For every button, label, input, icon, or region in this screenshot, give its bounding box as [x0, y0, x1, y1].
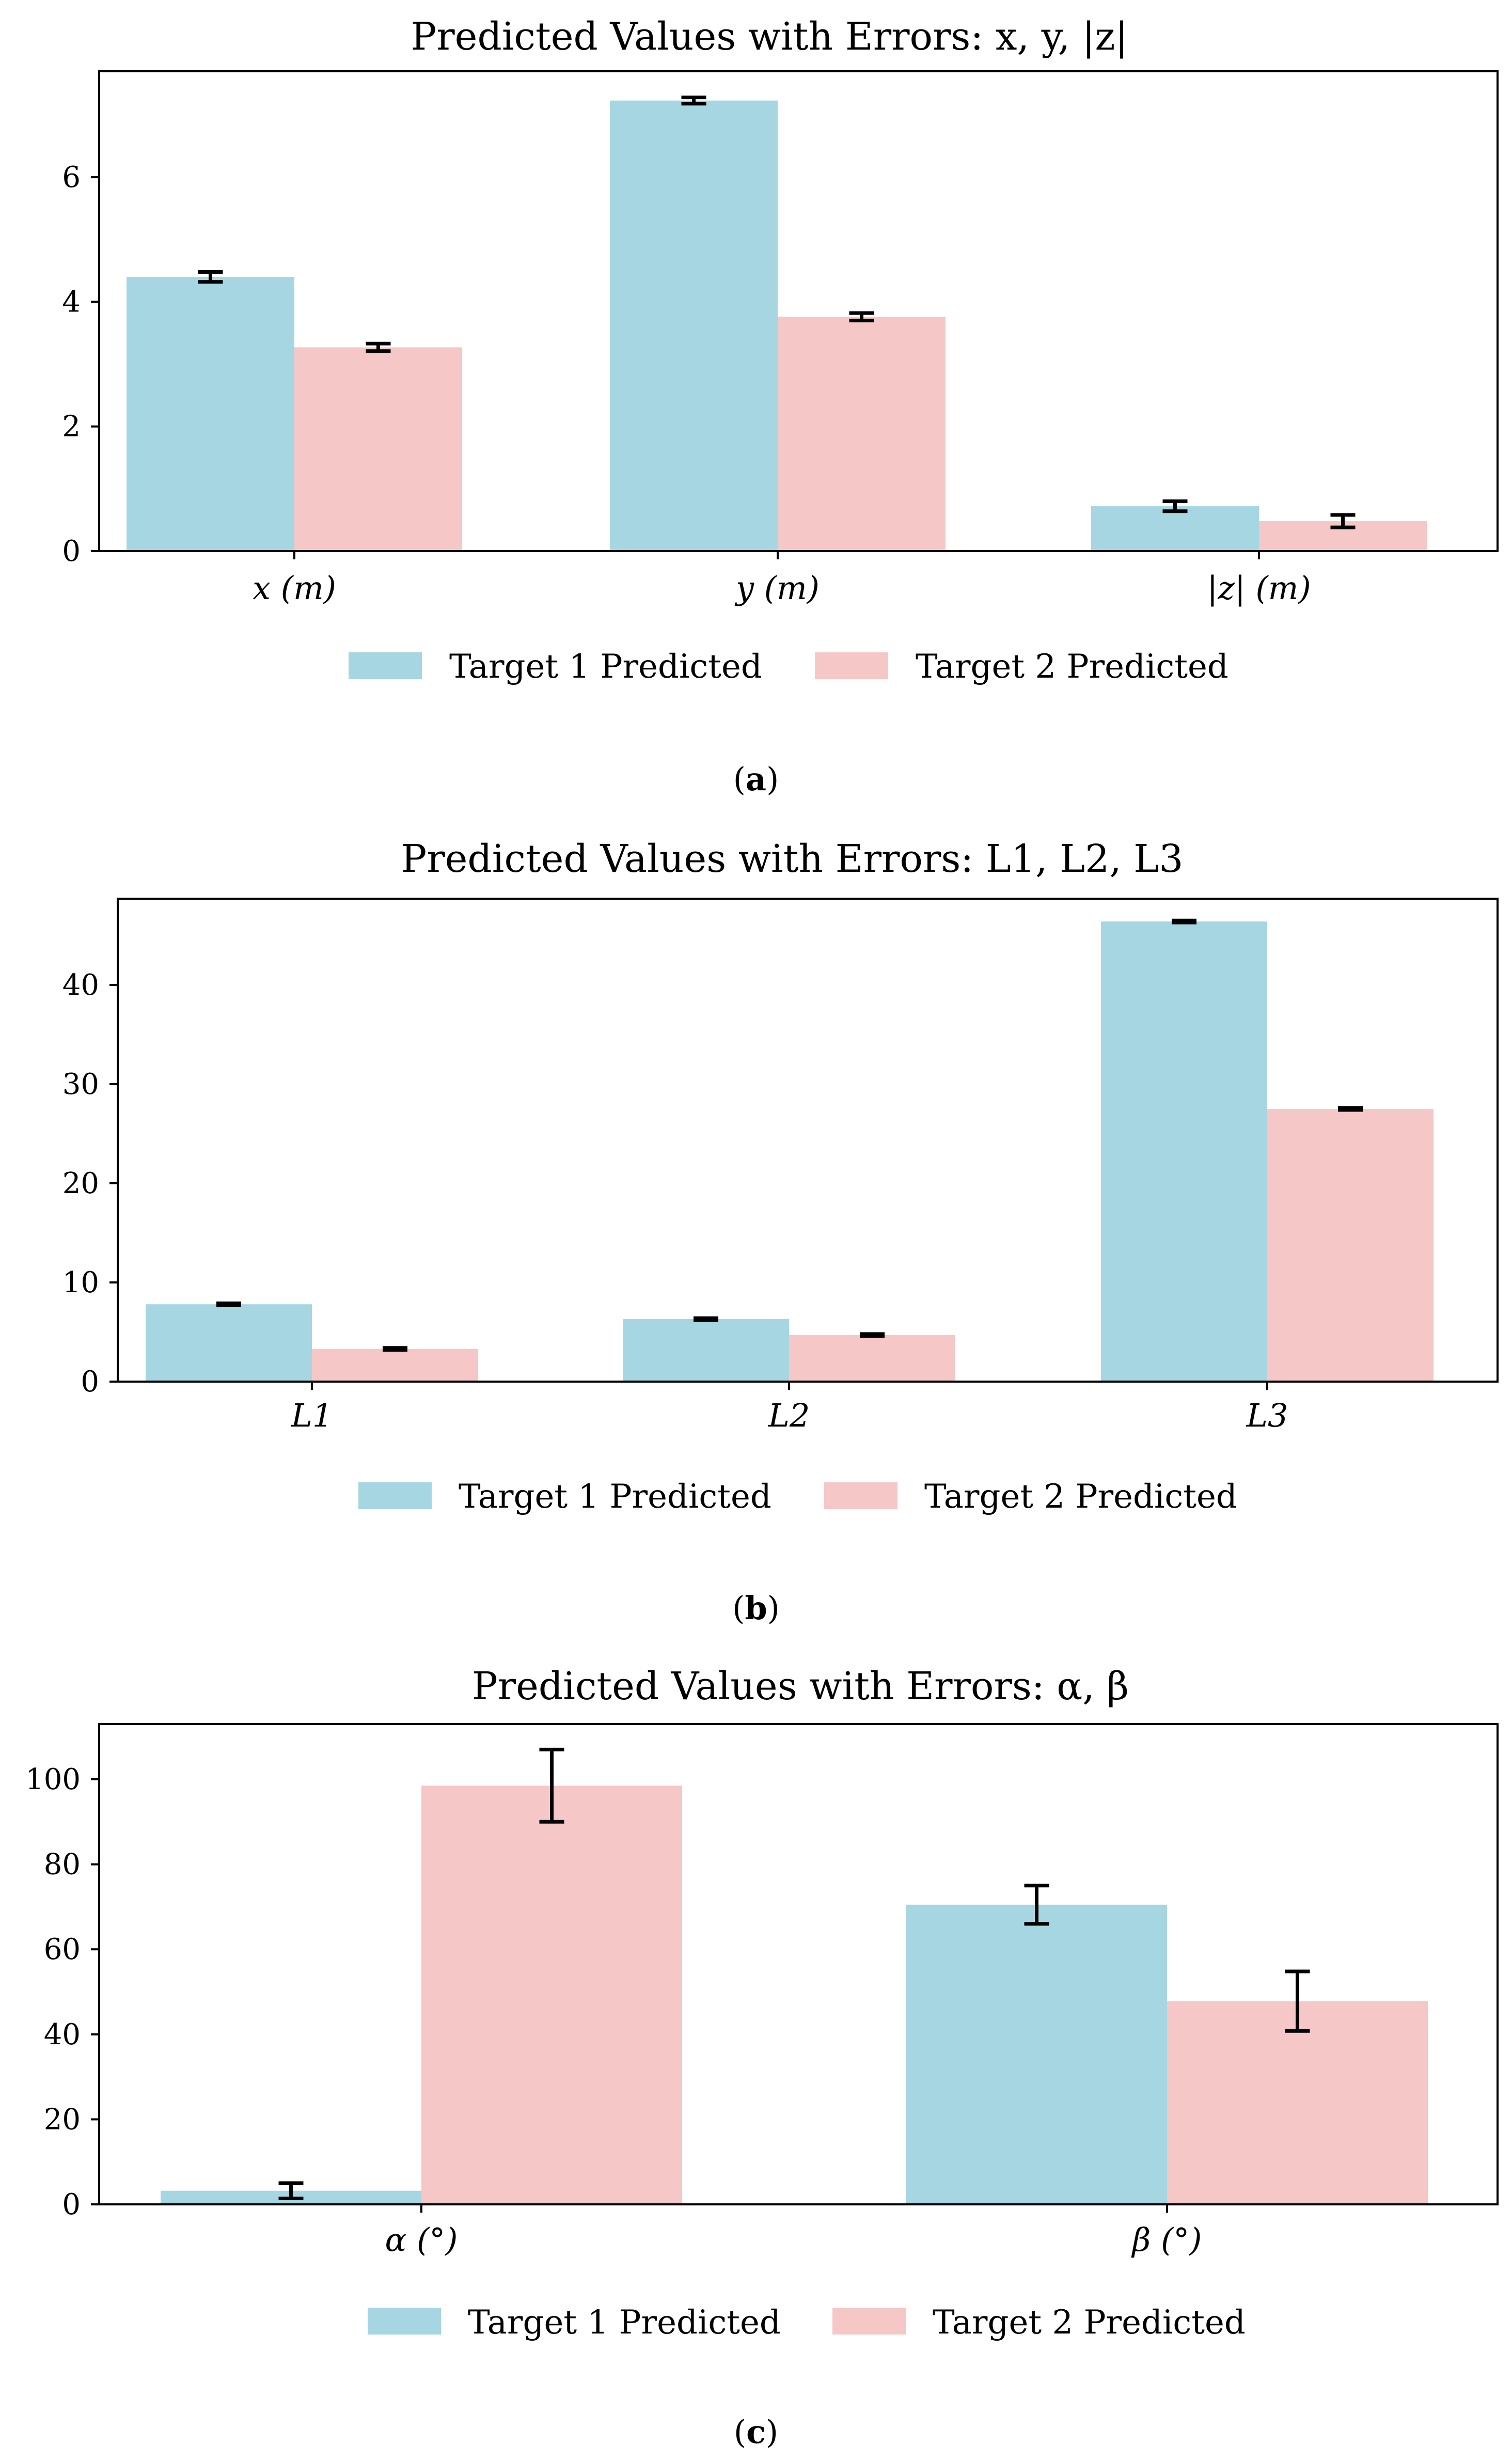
bar-target-2-predicted-y-m: [778, 317, 946, 551]
legend-label-target-1: Target 1 Predicted: [459, 1478, 771, 1516]
y-tick-label: 60: [44, 1933, 81, 1966]
figure-caption-a: (a): [733, 760, 779, 798]
chart-title: Predicted Values with Errors: L1, L2, L3: [401, 837, 1183, 881]
y-tick-label: 40: [44, 2018, 81, 2051]
legend-label-target-1: Target 1 Predicted: [449, 648, 762, 686]
y-tick-label: 40: [62, 968, 99, 1002]
errorbar-target-1-predicted-: [1024, 1884, 1049, 1926]
y-tick-label: 0: [62, 535, 81, 568]
legend: Target 1 Predicted Target 2 Predicted: [368, 2304, 1246, 2342]
chart-title: Predicted Values with Errors: α, β: [472, 1664, 1129, 1709]
y-tick-label: 100: [25, 1763, 81, 1796]
legend-swatch-target-2: [824, 1482, 897, 1509]
bar-target-2-predicted-: [421, 1785, 682, 2204]
errorbar-target-2-predicted-l1: [383, 1346, 407, 1352]
x-tick-label: L2: [768, 1397, 810, 1434]
legend-label-target-2: Target 2 Predicted: [933, 2304, 1246, 2342]
bar-target-1-predicted-x-m: [127, 277, 294, 551]
errorbar-target-1-predicted-l3: [1172, 918, 1196, 925]
chart-panel-c: Predicted Values with Errors: α, β 0 20 40…: [25, 1664, 1499, 2451]
y-tick-label: 2: [62, 410, 81, 444]
bar-target-1-predicted-l3: [1101, 921, 1267, 1382]
errorbar-target-1-predicted-y-m: [681, 96, 706, 106]
errorbar-target-1-predicted-z-m: [1162, 499, 1188, 513]
legend-swatch-target-2: [815, 652, 888, 679]
legend-swatch-target-1: [349, 652, 422, 679]
x-tick-label: x (m): [253, 569, 336, 607]
bars-layer: [127, 100, 1427, 551]
bar-target-2-predicted-: [1167, 2001, 1428, 2204]
errorbar-target-2-predicted-l2: [860, 1332, 885, 1338]
bar-target-2-predicted-l1: [312, 1349, 478, 1382]
bars-layer: [161, 1785, 1428, 2204]
x-tick-label: α (°): [385, 2221, 458, 2259]
y-tick-label: 10: [62, 1266, 99, 1299]
y-tick-label: 20: [44, 2103, 81, 2136]
figure-caption-c: (c): [734, 2413, 778, 2451]
errorbar-target-2-predicted-x-m: [366, 341, 391, 353]
y-ticks-layer: 0 2 4 6: [62, 161, 99, 568]
y-tick-label: 0: [62, 2188, 81, 2221]
y-tick-label: 4: [62, 285, 81, 319]
bar-target-1-predicted-l1: [146, 1304, 312, 1382]
chart-panel-b: Predicted Values with Errors: L1, L2, L3…: [62, 837, 1499, 1627]
chart-title: Predicted Values with Errors: x, y, |z|: [411, 14, 1128, 59]
x-ticks-layer: L1 L2 L3: [291, 1382, 1288, 1434]
bar-target-1-predicted-z-m: [1091, 506, 1259, 551]
errorbar-target-1-predicted-x-m: [198, 270, 223, 284]
errorbars-layer: [216, 918, 1363, 1352]
bar-target-1-predicted-y-m: [610, 100, 778, 551]
x-ticks-layer: x (m) y (m) |z| (m): [253, 551, 1311, 607]
caption-label: b: [745, 1589, 767, 1627]
caption-label: a: [746, 760, 766, 798]
legend-swatch-target-1: [368, 2308, 441, 2335]
bars-layer: [146, 921, 1434, 1382]
x-ticks-layer: α (°) β (°): [385, 2204, 1202, 2259]
x-tick-label: L1: [291, 1397, 333, 1434]
errorbar-target-2-predicted-: [539, 1747, 564, 1824]
plot-frame: [117, 898, 1499, 1383]
legend-label-target-2: Target 2 Predicted: [916, 648, 1228, 686]
y-tick-label: 0: [81, 1365, 99, 1399]
x-tick-label: β (°): [1131, 2221, 1202, 2259]
x-tick-label: y (m): [734, 569, 820, 607]
bar-target-2-predicted-l2: [789, 1335, 955, 1382]
plot-frame: [98, 1723, 1499, 2205]
bar-target-2-predicted-x-m: [294, 347, 462, 551]
errorbar-target-1-predicted-: [278, 2181, 304, 2200]
errorbars-layer: [278, 1747, 1310, 2200]
errorbar-target-2-predicted-y-m: [849, 311, 874, 323]
legend-label-target-1: Target 1 Predicted: [468, 2304, 781, 2342]
errorbar-target-2-predicted-l3: [1338, 1106, 1363, 1112]
figure-caption-b: (b): [732, 1589, 780, 1627]
plot-frame: [98, 70, 1499, 552]
bar-target-1-predicted-l2: [623, 1319, 789, 1382]
y-tick-label: 6: [62, 161, 81, 194]
x-tick-label: |z| (m): [1207, 569, 1311, 607]
errorbar-target-2-predicted-: [1285, 1969, 1310, 2033]
legend: Target 1 Predicted Target 2 Predicted: [349, 648, 1228, 686]
y-tick-label: 20: [62, 1167, 99, 1200]
y-ticks-layer: 0 10 20 30 40: [62, 968, 118, 1399]
errorbars-layer: [198, 96, 1356, 529]
caption-label: c: [746, 2413, 766, 2451]
x-tick-label: L3: [1246, 1397, 1288, 1434]
errorbar-target-1-predicted-l2: [694, 1316, 718, 1322]
legend: Target 1 Predicted Target 2 Predicted: [358, 1478, 1237, 1516]
errorbar-target-1-predicted-l1: [216, 1301, 241, 1307]
bar-target-2-predicted-l3: [1267, 1109, 1434, 1382]
y-tick-label: 30: [62, 1068, 99, 1101]
errorbar-target-2-predicted-z-m: [1330, 513, 1356, 529]
legend-label-target-2: Target 2 Predicted: [924, 1478, 1237, 1516]
y-tick-label: 80: [44, 1848, 81, 1882]
legend-swatch-target-1: [358, 1482, 432, 1509]
chart-panel-a: Predicted Values with Errors: x, y, |z| …: [62, 14, 1499, 798]
legend-swatch-target-2: [832, 2308, 906, 2335]
bar-target-1-predicted-: [906, 1904, 1167, 2204]
y-ticks-layer: 0 20 40 60 80 100: [25, 1763, 99, 2221]
